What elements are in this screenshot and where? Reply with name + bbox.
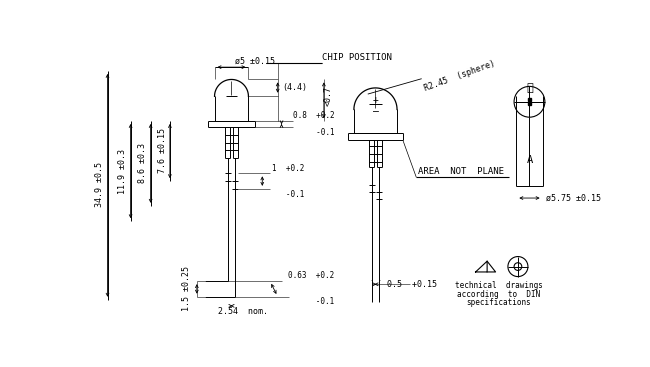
Text: -0.1: -0.1 [272,190,305,199]
Text: <0.7: <0.7 [324,86,333,106]
Text: ø5.75 ±0.15: ø5.75 ±0.15 [547,193,601,203]
Text: –: – [372,106,378,116]
Text: technical  drawings: technical drawings [455,281,543,290]
Text: A: A [526,155,532,164]
Bar [528,98,531,101]
Text: CHIP POSITION: CHIP POSITION [322,54,391,62]
Text: 1  +0.2: 1 +0.2 [272,164,305,172]
Text: 34.9 ±0.5: 34.9 ±0.5 [96,163,104,207]
Text: 11.9 ±0.3: 11.9 ±0.3 [118,149,127,193]
Text: 1.5 ±0.25: 1.5 ±0.25 [182,266,191,312]
Text: R2.45  (sphere): R2.45 (sphere) [423,59,497,94]
Text: +: + [372,95,378,105]
Text: -0.1: -0.1 [288,297,334,306]
Text: -0.1: -0.1 [293,128,335,137]
Text: 0.5  +0.15: 0.5 +0.15 [387,280,437,289]
Text: 2.54  nom.: 2.54 nom. [218,308,268,316]
Text: ø5 ±0.15: ø5 ±0.15 [235,57,276,65]
Text: 8.6 ±0.3: 8.6 ±0.3 [138,143,148,184]
Text: specifications: specifications [466,298,531,307]
Text: 0.8  +0.2: 0.8 +0.2 [293,111,335,120]
Text: 7.6 ±0.15: 7.6 ±0.15 [158,128,166,173]
Text: ⌣: ⌣ [526,83,533,93]
Text: 0.63  +0.2: 0.63 +0.2 [288,272,334,280]
Text: according  to  DIN: according to DIN [457,290,540,299]
Bar [528,102,531,105]
Text: (4.4): (4.4) [282,83,307,92]
Text: AREA  NOT  PLANE: AREA NOT PLANE [418,167,504,175]
